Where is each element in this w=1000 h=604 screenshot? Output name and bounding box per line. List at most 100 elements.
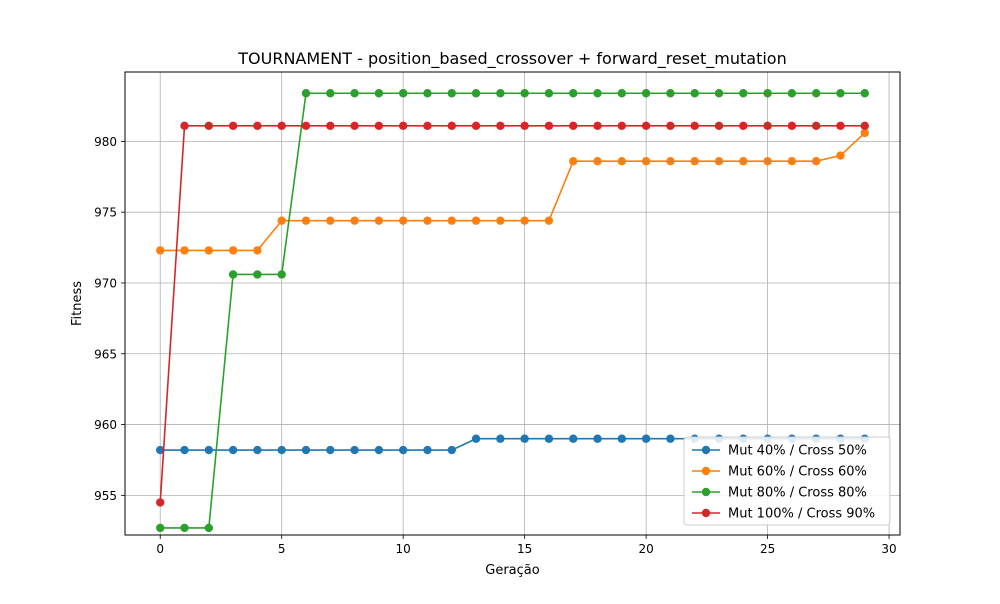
data-point — [326, 445, 335, 455]
series-2 — [156, 128, 869, 255]
data-point — [787, 157, 797, 166]
data-point — [593, 434, 602, 443]
data-point — [739, 89, 748, 98]
data-point — [836, 121, 845, 131]
axis-ticks: 0 5 10 15 20 25 30 955 960 965 970 975 980 — [94, 135, 897, 556]
legend-swatch-marker — [701, 487, 711, 497]
data-point — [180, 523, 189, 533]
data-point — [326, 216, 335, 225]
data-point — [253, 121, 262, 131]
data-point — [666, 434, 675, 443]
data-point — [836, 151, 845, 160]
data-point — [374, 445, 384, 455]
data-point — [374, 89, 384, 98]
data-point — [277, 445, 286, 455]
data-point — [593, 157, 602, 166]
legend-item: Mut 40% / Cross 50% — [692, 444, 867, 459]
data-point — [374, 216, 384, 225]
data-point — [496, 216, 505, 225]
x-tick-label: 10 — [396, 542, 411, 556]
data-point — [228, 246, 238, 255]
data-point — [860, 128, 869, 138]
data-point — [836, 89, 845, 98]
data-point — [496, 434, 505, 443]
data-point — [641, 434, 651, 443]
data-point — [350, 445, 359, 455]
data-point — [277, 270, 286, 279]
data-point — [423, 445, 432, 455]
data-point — [763, 157, 772, 166]
data-point — [617, 121, 627, 131]
data-point — [593, 121, 602, 131]
data-point — [714, 157, 724, 166]
data-point — [447, 445, 456, 455]
data-point — [617, 157, 627, 166]
chart-title: TOURNAMENT - position_based_crossover + … — [237, 49, 786, 69]
y-tick-label: 965 — [94, 347, 117, 361]
data-point — [860, 89, 869, 98]
data-point — [326, 121, 335, 131]
data-point — [447, 121, 456, 131]
data-point — [180, 445, 189, 455]
data-point — [398, 121, 408, 131]
data-point — [471, 121, 481, 131]
data-point — [326, 89, 335, 98]
data-point — [544, 89, 554, 98]
data-point — [666, 121, 675, 131]
data-point — [350, 216, 359, 225]
data-point — [374, 121, 384, 131]
data-point — [787, 89, 797, 98]
data-point — [617, 89, 627, 98]
data-point — [544, 434, 554, 443]
x-tick-label: 15 — [517, 542, 532, 556]
data-point — [641, 121, 651, 131]
y-tick-label: 955 — [94, 489, 117, 503]
data-point — [228, 445, 238, 455]
plot-frame — [124, 71, 901, 536]
data-point — [666, 89, 675, 98]
x-tick-label: 5 — [278, 542, 286, 556]
legend-item: Mut 100% / Cross 90% — [692, 507, 875, 522]
legend-box — [683, 436, 891, 526]
data-point — [569, 157, 578, 166]
data-point — [398, 445, 408, 455]
legend-swatch-marker — [701, 508, 711, 518]
data-point — [447, 89, 456, 98]
data-point — [204, 246, 214, 255]
data-point — [641, 157, 651, 166]
data-point — [253, 246, 262, 255]
data-point — [739, 121, 748, 131]
data-point — [228, 270, 238, 279]
data-point — [204, 523, 214, 533]
x-tick-label: 30 — [881, 542, 896, 556]
legend-label: Mut 60% / Cross 60% — [728, 465, 867, 480]
data-point — [156, 445, 165, 455]
data-point — [350, 121, 359, 131]
grid — [125, 72, 900, 535]
data-point — [544, 121, 554, 131]
data-point — [277, 216, 286, 225]
legend-item: Mut 80% / Cross 80% — [692, 486, 867, 501]
data-point — [204, 445, 214, 455]
data-point — [156, 523, 165, 533]
legend-swatch-marker — [701, 466, 711, 476]
data-point — [569, 121, 578, 131]
data-point — [520, 216, 529, 225]
data-point — [714, 89, 724, 98]
y-axis-label: Fitness — [70, 281, 85, 326]
data-point — [180, 246, 189, 255]
data-point — [569, 89, 578, 98]
series-4 — [156, 121, 869, 507]
data-point — [156, 498, 165, 507]
data-point — [423, 121, 432, 131]
data-point — [423, 216, 432, 225]
y-tick-label: 970 — [94, 276, 117, 290]
series-3 — [156, 89, 869, 533]
data-point — [350, 89, 359, 98]
data-point — [277, 121, 286, 131]
data-point — [860, 121, 869, 131]
data-point — [690, 121, 699, 131]
x-tick-label: 20 — [638, 542, 653, 556]
